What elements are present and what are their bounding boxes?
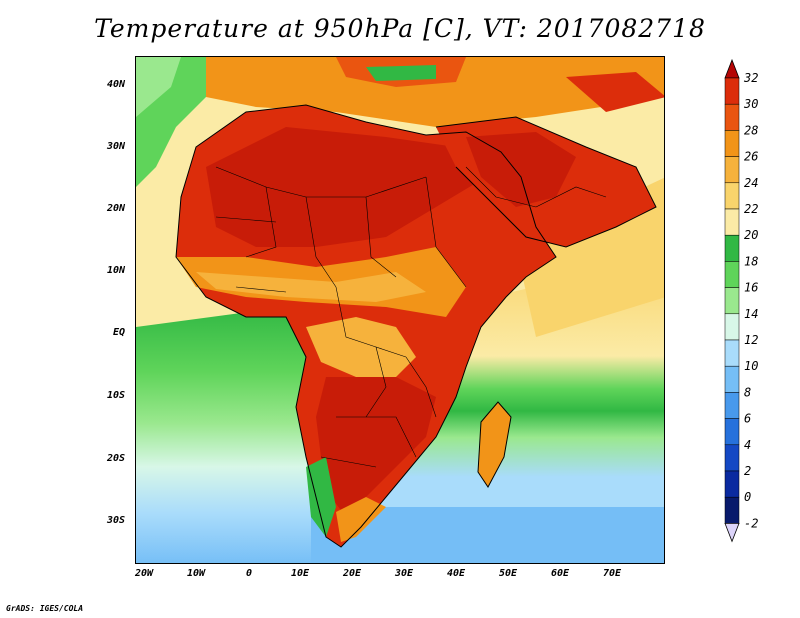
colorbar-box <box>724 339 740 367</box>
colorbar-tick-label: 30 <box>743 97 758 111</box>
colorbar-max-arrow <box>724 58 740 79</box>
lon-label-10w: 10W <box>187 568 206 579</box>
colorbar-tick-label: 28 <box>744 123 758 137</box>
lon-label-20e: 20E <box>343 568 362 579</box>
lat-label-20s: 20S <box>107 453 126 464</box>
lon-label-20w: 20W <box>135 568 154 579</box>
colorbar-box <box>724 234 740 262</box>
colorbar-tick-label: 22 <box>744 202 758 216</box>
colorbar-box <box>724 208 740 236</box>
colorbar-tick-label: 24 <box>744 176 758 190</box>
colorbar-tick-label: 26 <box>744 150 758 164</box>
lat-label-10s: 10S <box>107 390 126 401</box>
lon-label-50e: 50E <box>499 568 518 579</box>
lon-label-40e: 40E <box>447 568 466 579</box>
lat-label-20n: 20N <box>107 203 126 214</box>
colorbar-box <box>724 365 740 393</box>
lat-label-eq: EQ <box>113 327 126 338</box>
sahara-hot-core <box>206 127 486 247</box>
lat-label-30n: 30N <box>107 141 126 152</box>
south-atlantic-field <box>136 307 311 563</box>
colorbar-tick-label: 18 <box>744 254 758 268</box>
colorbar-tick-label: 10 <box>744 359 758 373</box>
colorbar-tick-label: 6 <box>744 412 751 426</box>
lon-label-70e: 70E <box>603 568 622 579</box>
colorbar-box <box>724 156 740 184</box>
lon-label-0: 0 <box>246 568 253 579</box>
colorbar-box <box>724 392 740 419</box>
colorbar-box <box>724 470 740 498</box>
colorbar-tick-label: 32 <box>743 71 758 85</box>
colorbar-tick-label: 8 <box>744 385 751 399</box>
colorbar-box <box>724 496 740 524</box>
madagascar <box>477 401 512 488</box>
arabia-coastline <box>435 116 657 248</box>
lat-label-10n: 10N <box>107 265 126 276</box>
africa-coastline <box>175 104 557 548</box>
colorbar-min-arrow <box>724 523 740 543</box>
colorbar-tick-label: 14 <box>744 307 758 321</box>
colorbar-tick-label: 4 <box>744 438 751 452</box>
colorbar-box <box>724 77 740 105</box>
colorbar-box <box>724 103 740 131</box>
colorbar-box <box>724 261 740 288</box>
temperature-map <box>136 57 664 563</box>
colorbar-tick-label: 0 <box>744 490 751 504</box>
lat-label-40n: 40N <box>107 79 126 90</box>
map-plot-area <box>135 56 665 564</box>
colorbar-tick-label: 2 <box>744 464 751 478</box>
colorbar-box <box>724 313 740 341</box>
country-borders <box>215 166 607 468</box>
colorbar-box <box>724 287 740 315</box>
map-title: Temperature at 950hPa [C], VT: 201708271… <box>94 14 706 43</box>
colorbar-tick-label: 12 <box>744 333 758 347</box>
colorbar-tick-label: -2 <box>744 516 758 530</box>
colorbar-tick-label: 16 <box>744 281 758 295</box>
colorbar-box <box>724 444 740 472</box>
colorbar-tick-label: 20 <box>744 228 758 242</box>
southern-africa-hot <box>316 377 436 517</box>
credit-text: GrADS: IGES/COLA <box>6 604 84 613</box>
lat-label-30s: 30S <box>107 515 126 526</box>
lon-label-30e: 30E <box>395 568 414 579</box>
colorbar-box <box>724 418 740 446</box>
lon-label-10e: 10E <box>291 568 310 579</box>
lon-label-60e: 60E <box>551 568 570 579</box>
colorbar-box <box>724 130 740 157</box>
colorbar-box <box>724 182 740 210</box>
central-africa-field <box>306 317 416 377</box>
